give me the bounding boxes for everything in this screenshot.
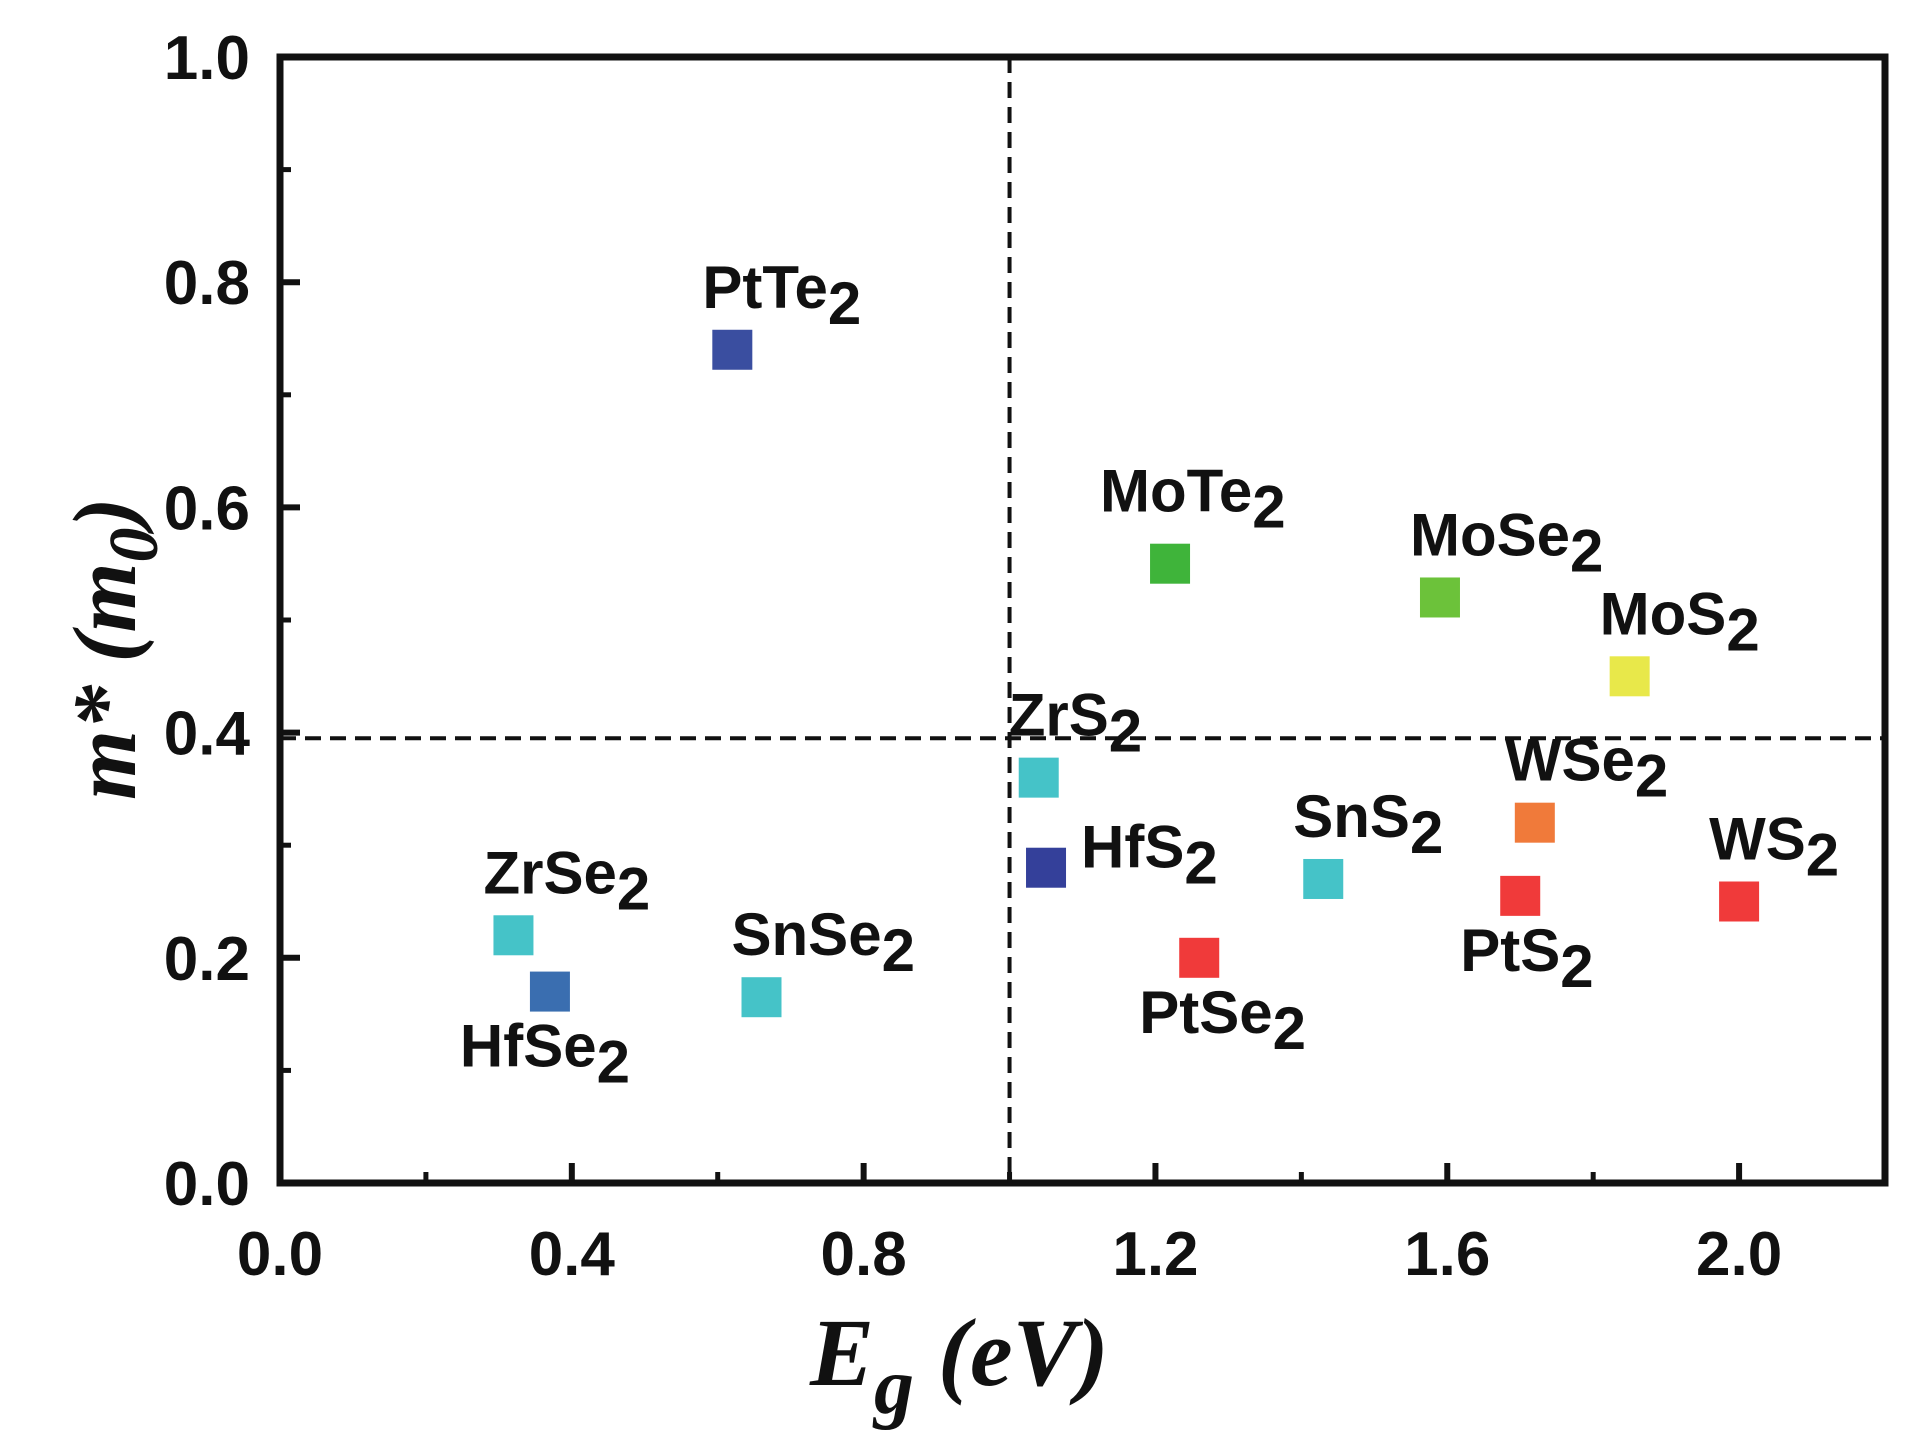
data-point-ptte2 bbox=[712, 329, 753, 370]
x-axis-title: Eg (eV) bbox=[809, 1299, 1109, 1431]
point-label-mose2: MoSe2 bbox=[1410, 501, 1603, 584]
data-point-wse2 bbox=[1514, 802, 1555, 843]
point-label-pts2: PtS2 bbox=[1460, 917, 1593, 1000]
point-label-subscript: 2 bbox=[828, 270, 861, 337]
point-label-subscript: 2 bbox=[1410, 799, 1443, 866]
y-axis-title-main: m* (m bbox=[56, 563, 155, 800]
point-label-base: WSe bbox=[1505, 727, 1635, 794]
data-point-hfse2 bbox=[529, 971, 570, 1012]
data-points bbox=[493, 329, 1760, 1018]
y-tick-label: 0.0 bbox=[164, 1150, 250, 1219]
x-axis: 0.0 0.4 0.8 1.2 1.6 2.0 bbox=[237, 1163, 1888, 1289]
point-label-base: PtTe bbox=[702, 254, 828, 321]
point-label-base: SnS bbox=[1293, 783, 1410, 850]
point-label-subscript: 2 bbox=[882, 917, 915, 984]
point-label-base: HfS bbox=[1081, 814, 1184, 881]
point-label-subscript: 2 bbox=[1252, 474, 1285, 541]
data-point-zrs2 bbox=[1018, 757, 1059, 798]
data-point-ws2 bbox=[1719, 881, 1760, 922]
data-point-pts2 bbox=[1500, 875, 1541, 916]
point-label-base: MoS bbox=[1600, 580, 1727, 647]
point-label-snse2: SnSe2 bbox=[732, 901, 915, 984]
y-axis: 0.0 0.2 0.4 0.6 0.8 1.0 bbox=[164, 24, 300, 1219]
point-label-subscript: 2 bbox=[1570, 517, 1603, 584]
x-tick-label: 0.4 bbox=[529, 1220, 616, 1289]
point-label-subscript: 2 bbox=[1726, 596, 1759, 663]
point-label-ptte2: PtTe2 bbox=[702, 254, 861, 337]
x-tick-label: 2.0 bbox=[1696, 1220, 1782, 1289]
x-tick-label: 1.6 bbox=[1404, 1220, 1490, 1289]
point-label-hfs2: HfS2 bbox=[1081, 814, 1218, 897]
point-label-subscript: 2 bbox=[617, 855, 650, 922]
point-label-ws2: WS2 bbox=[1709, 806, 1839, 889]
reference-lines bbox=[280, 57, 1885, 1183]
point-label-mote2: MoTe2 bbox=[1100, 458, 1286, 541]
data-point-ptse2 bbox=[1179, 937, 1220, 978]
y-tick-label: 0.8 bbox=[164, 249, 250, 318]
y-tick-label: 1.0 bbox=[164, 24, 250, 93]
x-tick-label: 0.8 bbox=[821, 1220, 907, 1289]
x-axis-title-sub: g bbox=[872, 1343, 914, 1431]
point-label-base: ZrSe bbox=[483, 839, 616, 906]
point-label-base: MoSe bbox=[1410, 501, 1570, 568]
point-label-subscript: 2 bbox=[1635, 743, 1668, 810]
x-axis-title-unit: (eV) bbox=[914, 1299, 1109, 1406]
point-label-base: WS bbox=[1709, 806, 1806, 873]
y-tick-label: 0.4 bbox=[164, 700, 251, 769]
point-label-zrse2: ZrSe2 bbox=[483, 839, 650, 922]
y-tick-label: 0.6 bbox=[164, 474, 250, 543]
y-axis-title-sub: 0 bbox=[96, 528, 173, 563]
point-label-subscript: 2 bbox=[1806, 822, 1839, 889]
point-label-base: PtSe bbox=[1139, 979, 1272, 1046]
y-axis-title-close: ) bbox=[56, 498, 155, 535]
point-label-ptse2: PtSe2 bbox=[1139, 979, 1306, 1062]
data-point-snse2 bbox=[741, 977, 782, 1018]
point-label-sns2: SnS2 bbox=[1293, 783, 1443, 866]
point-label-base: SnSe bbox=[732, 901, 882, 968]
point-label-wse2: WSe2 bbox=[1505, 727, 1668, 810]
x-tick-label: 1.2 bbox=[1112, 1220, 1198, 1289]
point-label-subscript: 2 bbox=[597, 1029, 630, 1096]
point-label-subscript: 2 bbox=[1109, 698, 1142, 765]
point-label-base: PtS bbox=[1460, 917, 1560, 984]
data-point-sns2 bbox=[1303, 858, 1344, 899]
point-label-mos2: MoS2 bbox=[1600, 580, 1760, 663]
point-label-hfse2: HfSe2 bbox=[460, 1013, 630, 1096]
point-label-zrs2: ZrS2 bbox=[1009, 682, 1142, 765]
x-tick-label: 0.0 bbox=[237, 1220, 323, 1289]
point-label-base: HfSe bbox=[460, 1013, 597, 1080]
data-point-hfs2 bbox=[1026, 847, 1067, 888]
y-axis-title: m* (m0) bbox=[56, 498, 173, 800]
point-label-subscript: 2 bbox=[1273, 995, 1306, 1062]
data-point-zrse2 bbox=[493, 915, 534, 956]
point-label-subscript: 2 bbox=[1184, 830, 1217, 897]
point-label-base: MoTe bbox=[1100, 458, 1252, 525]
x-axis-title-main: E bbox=[809, 1299, 874, 1406]
y-tick-label: 0.2 bbox=[164, 925, 250, 994]
point-label-base: ZrS bbox=[1009, 682, 1109, 749]
data-point-mose2 bbox=[1419, 577, 1460, 618]
data-point-mote2 bbox=[1150, 543, 1191, 584]
data-point-mos2 bbox=[1609, 656, 1650, 697]
point-label-subscript: 2 bbox=[1560, 933, 1593, 1000]
